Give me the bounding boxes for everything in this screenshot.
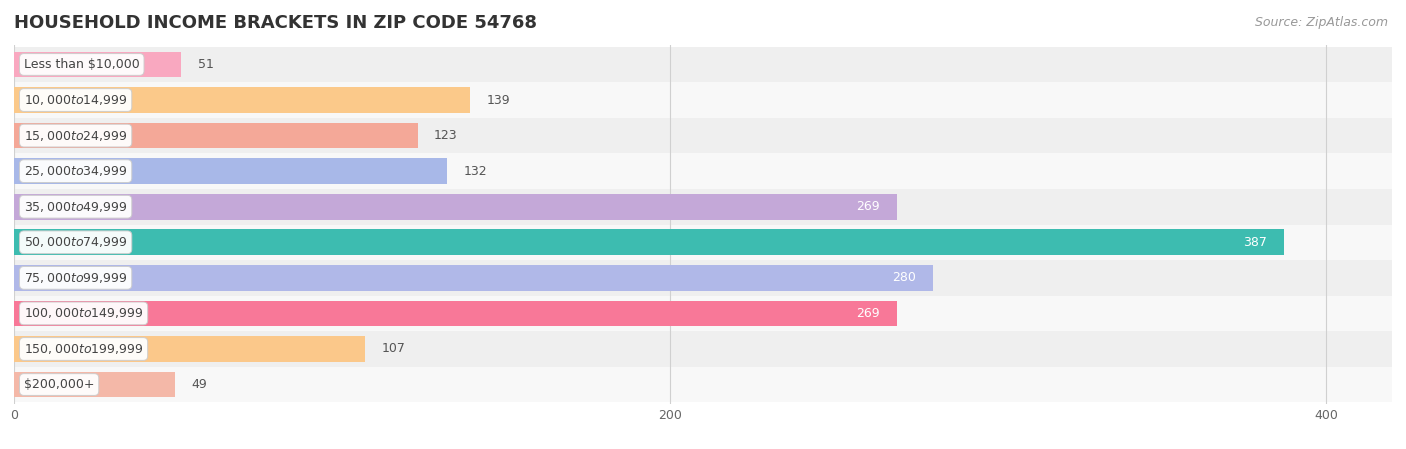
Bar [14, 224, 1392, 260]
Bar [14, 229, 1284, 255]
Bar [14, 331, 1392, 367]
Text: $150,000 to $199,999: $150,000 to $199,999 [24, 342, 143, 356]
Text: $75,000 to $99,999: $75,000 to $99,999 [24, 271, 128, 285]
Bar [14, 87, 470, 113]
Bar [14, 47, 1392, 82]
Text: $15,000 to $24,999: $15,000 to $24,999 [24, 128, 128, 143]
Bar [14, 301, 897, 326]
Text: Less than $10,000: Less than $10,000 [24, 58, 139, 71]
Text: $100,000 to $149,999: $100,000 to $149,999 [24, 306, 143, 321]
Text: 132: 132 [464, 165, 486, 178]
Bar [14, 265, 932, 291]
Text: 387: 387 [1243, 236, 1267, 249]
Text: $35,000 to $49,999: $35,000 to $49,999 [24, 200, 128, 214]
Text: 280: 280 [893, 271, 917, 284]
Bar [14, 194, 897, 220]
Bar [14, 52, 181, 77]
Bar [14, 295, 1392, 331]
Bar [14, 123, 418, 148]
Text: $25,000 to $34,999: $25,000 to $34,999 [24, 164, 128, 178]
Text: 49: 49 [191, 378, 207, 391]
Text: 269: 269 [856, 307, 880, 320]
Text: $10,000 to $14,999: $10,000 to $14,999 [24, 93, 128, 107]
Text: 123: 123 [434, 129, 457, 142]
Text: 107: 107 [381, 343, 405, 356]
Text: 139: 139 [486, 93, 510, 106]
Bar [14, 118, 1392, 154]
Text: Source: ZipAtlas.com: Source: ZipAtlas.com [1254, 16, 1388, 29]
Bar [14, 82, 1392, 118]
Bar [14, 336, 366, 362]
Text: 269: 269 [856, 200, 880, 213]
Text: $50,000 to $74,999: $50,000 to $74,999 [24, 235, 128, 249]
Bar [14, 372, 174, 397]
Bar [14, 189, 1392, 224]
Bar [14, 260, 1392, 295]
Bar [14, 154, 1392, 189]
Bar [14, 367, 1392, 402]
Text: 51: 51 [198, 58, 214, 71]
Bar [14, 158, 447, 184]
Text: HOUSEHOLD INCOME BRACKETS IN ZIP CODE 54768: HOUSEHOLD INCOME BRACKETS IN ZIP CODE 54… [14, 14, 537, 32]
Text: $200,000+: $200,000+ [24, 378, 94, 391]
